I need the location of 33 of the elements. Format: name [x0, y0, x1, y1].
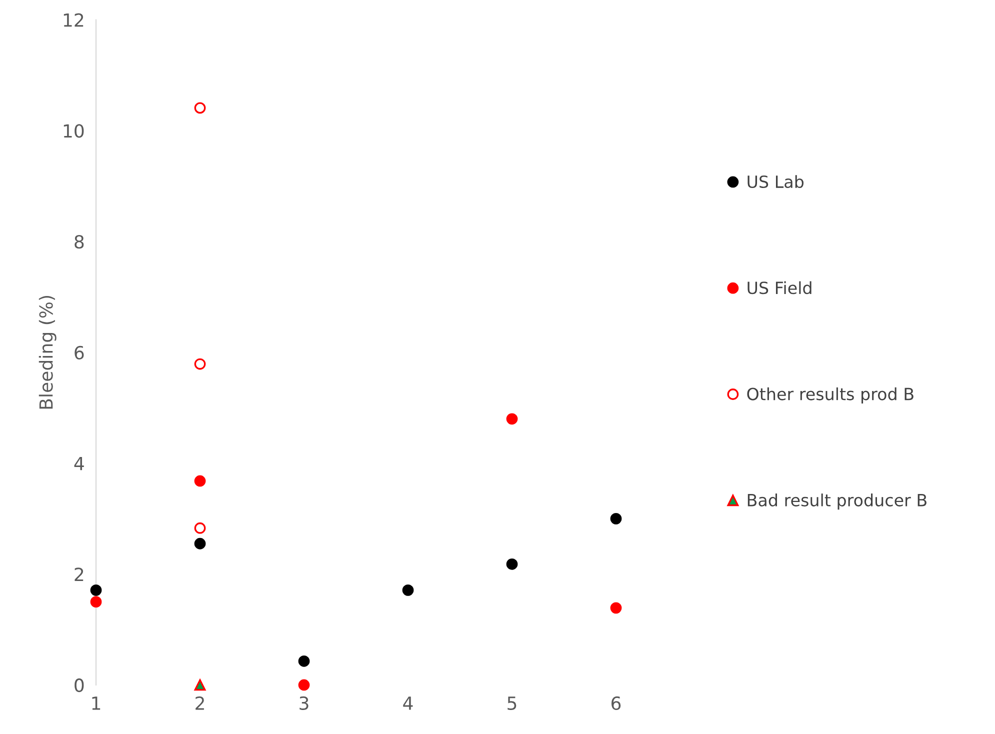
- x-tick-label: 5: [508, 696, 516, 710]
- y-tick-label: 12: [64, 13, 84, 27]
- point: [298, 679, 310, 691]
- y-axis-title: Bleeding (%): [38, 296, 56, 409]
- x-tick-label: 2: [196, 696, 204, 710]
- point: [194, 538, 206, 550]
- point: [194, 102, 206, 114]
- point: [90, 584, 102, 596]
- point: [402, 584, 414, 596]
- x-tick-label: 3: [300, 696, 308, 710]
- point: [194, 679, 206, 691]
- y-tick-label: 8: [74, 234, 84, 249]
- point: [610, 602, 622, 614]
- point: [194, 358, 206, 370]
- point: [610, 512, 622, 524]
- point: [90, 596, 102, 608]
- y-tick-label: 2: [74, 568, 84, 581]
- legend-label: Other results prod B: [747, 387, 914, 404]
- x-tick-label: 4: [403, 696, 413, 710]
- y-tick-label: 4: [74, 456, 84, 470]
- x-tick-label: 6: [612, 696, 621, 710]
- point: [194, 522, 206, 534]
- legend-label: US Field: [748, 281, 812, 294]
- point: [506, 558, 518, 570]
- legend-label: Bad result producer B: [748, 494, 926, 510]
- point: [298, 655, 310, 667]
- x-tick-label: 1: [92, 696, 100, 710]
- y-tick-label: 6: [74, 346, 84, 360]
- point: [506, 413, 518, 425]
- y-tick-label: 0: [74, 678, 84, 692]
- y-tick-label: 10: [64, 124, 84, 138]
- point: [194, 475, 206, 487]
- legend-label: US Lab: [748, 175, 804, 188]
